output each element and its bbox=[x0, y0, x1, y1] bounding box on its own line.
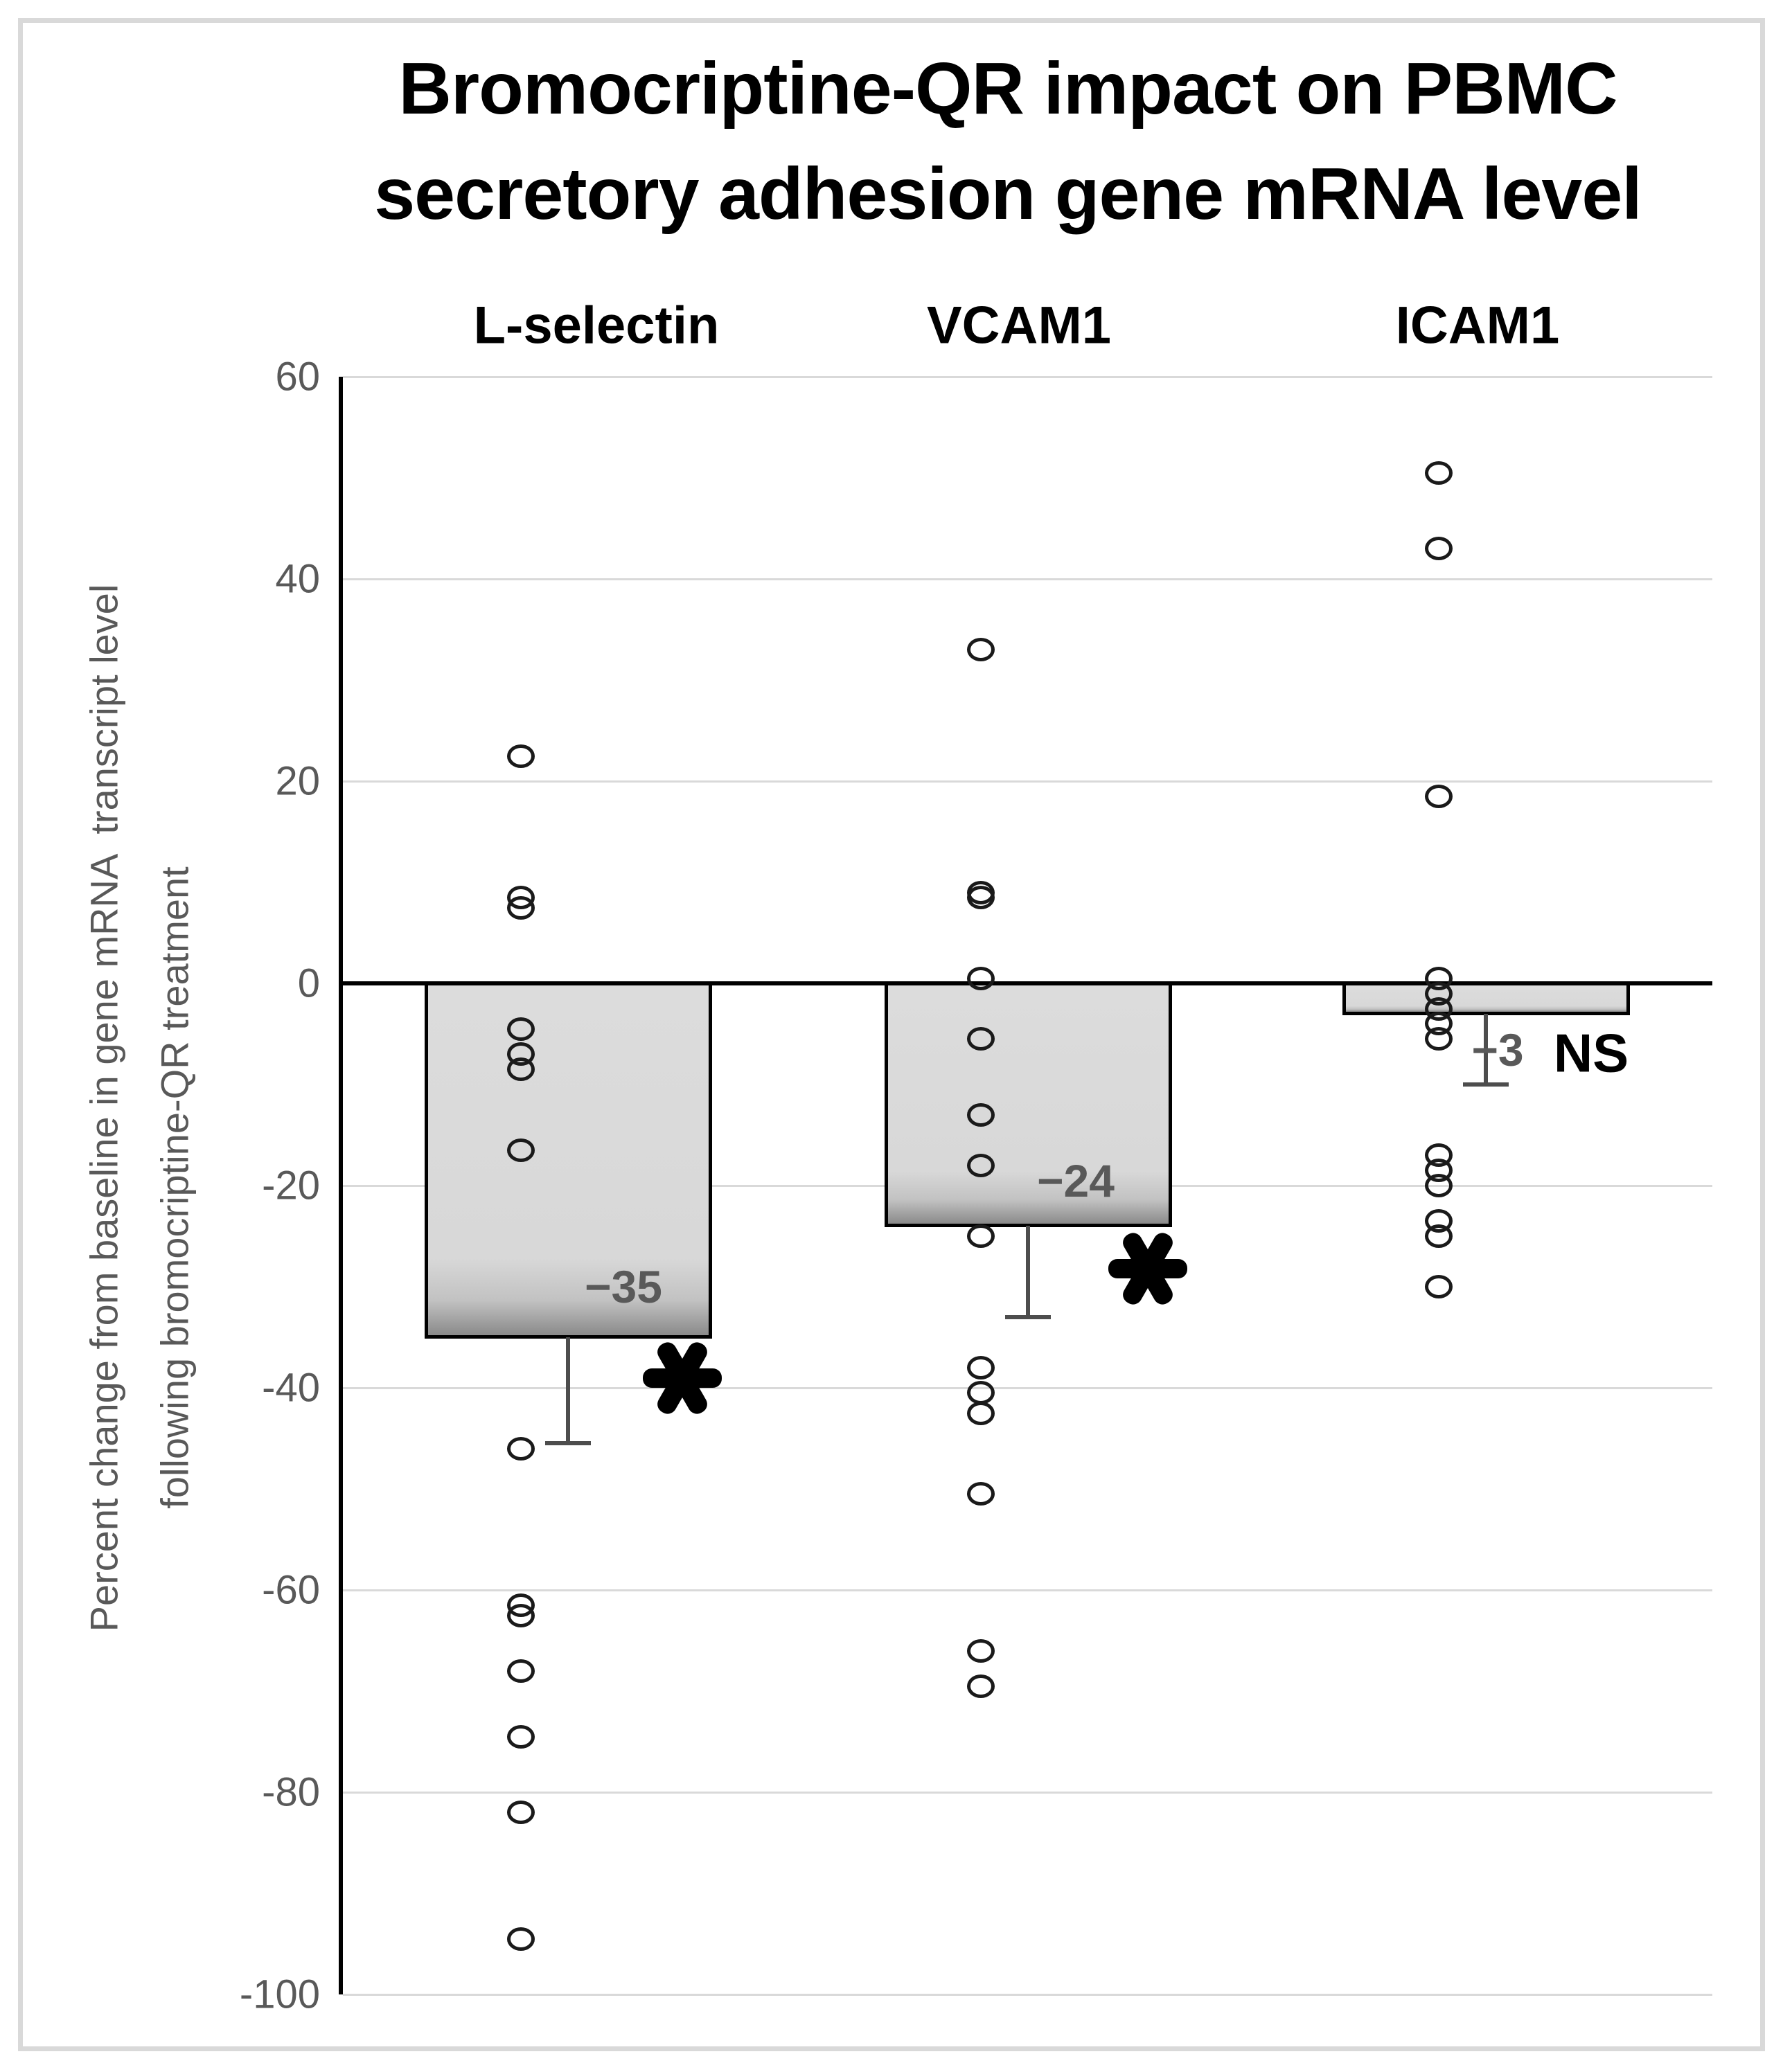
asterisk-icon bbox=[643, 1342, 722, 1414]
significance-asterisk-l-selectin bbox=[637, 1333, 727, 1427]
bar-icam1 bbox=[1342, 982, 1630, 1015]
bar-value-label-l-selectin: −35 bbox=[585, 1261, 662, 1312]
data-point-icam1 bbox=[1425, 537, 1453, 560]
data-point-icam1 bbox=[1425, 1027, 1453, 1051]
gridline-60 bbox=[343, 376, 1712, 378]
gridline-20 bbox=[343, 780, 1712, 783]
data-point-icam1 bbox=[1425, 1174, 1453, 1197]
data-point-vcam1 bbox=[967, 1482, 995, 1506]
data-point-vcam1 bbox=[967, 1224, 995, 1248]
error-bar-cap-l-selectin bbox=[545, 1441, 591, 1445]
error-bar-cap-vcam1 bbox=[1005, 1315, 1051, 1319]
data-point-vcam1 bbox=[967, 1154, 995, 1177]
error-bar-l-selectin bbox=[566, 1337, 570, 1443]
data-point-l-selectin bbox=[507, 744, 535, 768]
gridline--40 bbox=[343, 1387, 1712, 1389]
bar-value-label-icam1: −3 bbox=[1471, 1024, 1524, 1075]
figure-border bbox=[18, 18, 1765, 2051]
y-tick-label-0: 0 bbox=[297, 961, 320, 1006]
data-point-vcam1 bbox=[967, 967, 995, 990]
significance-label-icam1: NS bbox=[1553, 1022, 1629, 1084]
data-point-vcam1 bbox=[967, 1381, 995, 1404]
data-point-l-selectin bbox=[507, 1057, 535, 1081]
data-point-icam1 bbox=[1425, 461, 1453, 485]
bar-vcam1 bbox=[885, 982, 1172, 1227]
data-point-l-selectin bbox=[507, 1927, 535, 1951]
data-point-vcam1 bbox=[967, 1639, 995, 1663]
significance-asterisk-vcam1 bbox=[1103, 1224, 1193, 1317]
gridline--60 bbox=[343, 1589, 1712, 1591]
chart-title-line-1: Bromocriptine-QR impact on PBMC bbox=[398, 48, 1617, 130]
data-point-l-selectin bbox=[507, 896, 535, 920]
gridline--80 bbox=[343, 1792, 1712, 1794]
data-point-vcam1 bbox=[967, 1674, 995, 1698]
chart-title-line-2: secretory adhesion gene mRNA level bbox=[374, 153, 1642, 235]
data-point-vcam1 bbox=[967, 1402, 995, 1425]
error-bar-vcam1 bbox=[1026, 1226, 1030, 1317]
y-tick-label--80: -80 bbox=[262, 1769, 320, 1815]
data-point-icam1 bbox=[1425, 1275, 1453, 1298]
data-point-l-selectin bbox=[507, 1138, 535, 1162]
data-point-icam1 bbox=[1425, 1224, 1453, 1248]
category-label-l-selectin: L-selectin bbox=[473, 296, 720, 355]
gridline--100 bbox=[343, 1994, 1712, 1996]
data-point-icam1 bbox=[1425, 785, 1453, 808]
data-point-l-selectin bbox=[507, 1604, 535, 1627]
data-point-vcam1 bbox=[967, 638, 995, 661]
y-tick-label-20: 20 bbox=[275, 758, 320, 804]
category-label-icam1: ICAM1 bbox=[1395, 296, 1560, 355]
gridline-40 bbox=[343, 578, 1712, 580]
data-point-vcam1 bbox=[967, 1103, 995, 1127]
data-point-vcam1 bbox=[967, 886, 995, 909]
data-point-vcam1 bbox=[967, 1356, 995, 1379]
chart-title: Bromocriptine-QR impact on PBMC secretor… bbox=[315, 36, 1701, 247]
data-point-l-selectin bbox=[507, 1659, 535, 1683]
y-tick-label--60: -60 bbox=[262, 1567, 320, 1613]
data-point-l-selectin bbox=[507, 1017, 535, 1041]
y-axis-line bbox=[339, 377, 343, 1994]
data-point-vcam1 bbox=[967, 1027, 995, 1051]
y-tick-label--20: -20 bbox=[262, 1163, 320, 1208]
bar-value-label-vcam1: −24 bbox=[1037, 1155, 1115, 1206]
y-tick-label--40: -40 bbox=[262, 1365, 320, 1411]
category-label-vcam1: VCAM1 bbox=[926, 296, 1112, 355]
bar-l-selectin bbox=[425, 982, 712, 1339]
data-point-l-selectin bbox=[507, 1437, 535, 1461]
error-bar-icam1 bbox=[1484, 1014, 1488, 1084]
y-tick-label--100: -100 bbox=[239, 1972, 320, 2017]
error-bar-cap-icam1 bbox=[1463, 1082, 1509, 1087]
y-tick-label-60: 60 bbox=[275, 354, 320, 400]
data-point-l-selectin bbox=[507, 1801, 535, 1824]
data-point-l-selectin bbox=[507, 1725, 535, 1749]
asterisk-icon bbox=[1108, 1233, 1187, 1305]
y-tick-label-40: 40 bbox=[275, 556, 320, 602]
x-axis-zero-line bbox=[339, 981, 1712, 985]
